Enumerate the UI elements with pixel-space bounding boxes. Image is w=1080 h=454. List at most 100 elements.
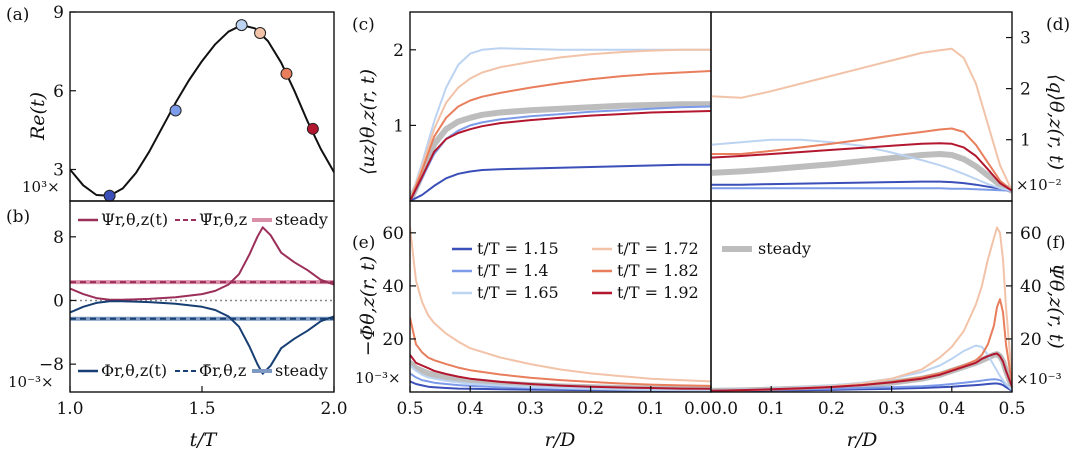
series-line-c-t-t-1-65 [410,47,711,201]
ytick-label-d-1: 2 [1020,80,1031,100]
panel-label-f: (f) [1046,233,1066,253]
series-line-d-t-t-1-72 [711,47,1012,192]
legend-b-psibar-label: Ψ̄r,θ,z [199,210,247,229]
series-line-d-t-t-1-82 [711,127,1012,192]
legend-label-1-72: t/T = 1.72 [617,239,699,258]
xtick-label-b-2: 2.0 [320,399,347,419]
marker-a-0 [103,189,116,202]
series-line-e-t-t-1-82 [410,316,711,387]
series-line-b--r-z-t- [70,300,334,375]
series-line-c-t-t-1-82 [410,70,711,201]
xtick-label-e-0: 0.5 [396,399,423,419]
series-line-b--r-z-t- [70,226,334,301]
panel-label-c: (c) [352,15,375,35]
legend-label-1-15: t/T = 1.15 [477,239,559,258]
ytick-label-f-0: 20 [1020,330,1042,350]
ylabel-re: Re(t) [27,92,49,141]
series-line-d-steady [711,151,1012,194]
multiplier-e: 10⁻³× [355,369,401,387]
series-line-f-t-t-1-82 [711,298,1012,392]
multiplier-f: ×10⁻³ [1016,370,1062,388]
series-line-a-re-t- [70,24,334,197]
legend-label-1-65: t/T = 1.65 [477,283,559,302]
marker-a-2 [235,19,248,32]
ytick-label-a-1: 6 [53,82,64,102]
xtick-label-b-1: 1.5 [188,399,215,419]
legend-time-series: t/T = 1.15 t/T = 1.4 t/T = 1.65 t/T = 1.… [452,239,811,302]
xlabel-r-over-D-right: r/D [847,429,878,451]
ytick-label-e-0: 20 [382,330,404,350]
marker-a-3 [254,27,267,39]
series-line-f-t-t-1-92 [711,352,1012,392]
legend-b-phibar-label: Φ̄r,θ,z [199,361,246,380]
legend-label-steady: steady [758,239,811,258]
ytick-label-b-2: 8 [53,228,64,248]
plot-area-d [711,47,1012,194]
legend-b-psi-label: Ψr,θ,z(t) [101,210,168,229]
legend-b-bottom: Φr,θ,z(t) Φ̄r,θ,z steady [78,361,328,380]
ytick-label-d-0: 1 [1020,131,1031,151]
series-line-e-t-t-1-92 [410,353,711,390]
ytick-label-a-0: 3 [53,161,64,181]
panel-label-e: (e) [352,233,375,253]
plot-area-e [410,226,711,392]
ytick-label-a-2: 9 [53,3,64,23]
xtick-label-f-0: 0.0 [711,399,738,419]
panel-label-b: (b) [6,207,30,227]
panel-label-d: (d) [1046,15,1070,35]
ytick-label-c-0: 1 [393,116,404,136]
xlabel-r-over-D-left: r/D [545,429,576,451]
panel-f: 20 40 60 0.0 0.1 0.2 0.3 0.4 0.5 [710,200,1042,419]
xtick-label-f-1: 0.1 [758,399,785,419]
ytick-label-d-2: 3 [1020,29,1031,49]
xtick-label-f-4: 0.4 [938,399,965,419]
plot-area-a [70,24,334,197]
xtick-label-e-4: 0.1 [637,399,664,419]
panel-b: −8 0 8 1.0 1.5 2.0 [39,200,348,419]
marker-a-1 [169,104,182,117]
legend-b-psi-steady-label: steady [275,210,328,229]
legend-label-1-82: t/T = 1.82 [617,261,699,280]
legend-b-phi-label: Φr,θ,z(t) [101,361,167,380]
series-line-d-t-t-1-65 [711,138,1012,192]
multiplier-d: ×10⁻² [1016,176,1062,194]
xtick-label-b-0: 1.0 [56,399,83,419]
series-line-c-steady [410,101,711,201]
legend-label-1-92: t/T = 1.92 [617,283,699,302]
xtick-label-e-2: 0.3 [517,399,544,419]
legend-b-phi-steady-label: steady [275,361,328,380]
legend-b-top: Ψr,θ,z(t) Ψ̄r,θ,z steady [78,210,328,229]
ytick-label-f-1: 40 [1020,277,1042,297]
plot-area-f [711,226,1012,392]
ytick-label-e-1: 40 [382,277,404,297]
frame-f [710,200,1013,393]
ytick-label-b-0: −8 [39,355,64,375]
xtick-label-e-5: 0.0 [684,399,711,419]
panel-e: 20 40 60 0.5 0.4 0.3 0.2 0.1 0.0 [382,200,712,419]
series-line-c-t-t-1-72 [410,48,711,201]
marker-a-4 [280,67,293,80]
xtick-label-e-1: 0.4 [457,399,484,419]
plot-area-c [410,47,711,201]
xtick-label-f-3: 0.3 [878,399,905,419]
series-line-c-t-t-1-15 [410,163,711,201]
ytick-label-f-2: 60 [1020,224,1042,244]
panel-a: 3 6 9 [53,3,335,202]
ylabel-q: ⟨q⟩θ,z(r, t) [1045,74,1067,170]
series-line-d-t-t-1-92 [711,142,1012,192]
xtick-label-e-3: 0.2 [577,399,604,419]
plot-area-b [70,226,334,375]
ytick-label-b-1: 0 [53,291,64,311]
xtick-label-f-2: 0.2 [818,399,845,419]
multiplier-a: 10³× [22,178,60,196]
legend-label-1-40: t/T = 1.4 [477,261,549,280]
ylabel-phi: −Φθ,z(r, t) [357,256,379,357]
xlabel-t-over-T: t/T [190,429,218,451]
xtick-label-f-5: 0.5 [998,399,1025,419]
multiplier-b: 10⁻³× [8,373,54,391]
ylabel-psi: Ψθ,z(r, t) [1045,263,1067,349]
ytick-label-e-2: 60 [382,224,404,244]
panel-d: 1 2 3 [710,11,1031,202]
